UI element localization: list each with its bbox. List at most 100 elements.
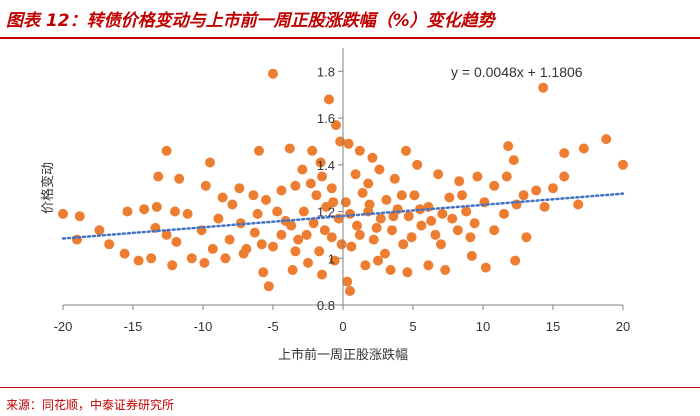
data-point-144 (213, 213, 224, 224)
data-point-19 (153, 171, 164, 182)
data-point-24 (122, 206, 133, 217)
data-point-12 (401, 145, 411, 156)
data-point-135 (388, 211, 399, 222)
data-point-75 (329, 255, 340, 266)
data-point-21 (58, 208, 68, 219)
data-point-3 (331, 120, 341, 131)
data-point-18 (205, 157, 215, 168)
data-point-29 (200, 180, 211, 191)
data-point-16 (601, 134, 612, 145)
data-point-129 (336, 239, 347, 250)
data-point-78 (360, 260, 371, 271)
x-tick-label: 5 (409, 319, 416, 334)
data-point-155 (367, 152, 378, 163)
data-point-125 (301, 229, 312, 240)
data-point-71 (263, 281, 274, 292)
data-point-28 (182, 208, 193, 219)
data-point-54 (573, 199, 584, 210)
data-point-49 (508, 155, 519, 166)
data-point-0 (268, 68, 278, 79)
data-point-81 (402, 267, 413, 278)
y-tick-label: 1.2 (317, 205, 335, 220)
y-ticks: 0.8 1 1.2 1.4 1.6 1.8 (317, 64, 343, 313)
data-point-154 (297, 164, 308, 175)
data-point-130 (345, 208, 355, 219)
data-point-74 (317, 269, 327, 280)
data-point-73 (303, 257, 313, 268)
x-tick-label: -10 (194, 319, 213, 334)
data-point-30 (217, 192, 228, 203)
data-point-23 (94, 225, 105, 236)
data-point-86 (510, 255, 521, 266)
data-point-105 (387, 225, 397, 236)
data-point-41 (374, 164, 385, 175)
data-point-99 (352, 220, 362, 231)
data-point-67 (146, 253, 157, 264)
data-point-98 (346, 241, 357, 252)
data-point-123 (280, 215, 291, 226)
data-point-153 (539, 201, 550, 212)
data-point-22 (74, 211, 85, 222)
data-point-40 (363, 178, 374, 189)
data-point-122 (272, 206, 283, 217)
data-point-116 (461, 206, 472, 217)
x-axis-title: 上市前一周正股涨跌幅 (278, 347, 408, 363)
data-point-72 (287, 265, 298, 275)
data-point-117 (469, 218, 480, 229)
data-point-26 (151, 201, 162, 212)
data-point-94 (321, 201, 332, 212)
data-point-112 (430, 229, 441, 240)
footer-rule (0, 387, 700, 388)
data-point-79 (373, 255, 383, 266)
data-point-145 (227, 199, 238, 210)
data-point-77 (345, 286, 355, 296)
data-point-70 (258, 267, 269, 278)
data-point-83 (440, 265, 451, 275)
data-point-93 (314, 246, 325, 257)
x-tick-label: -20 (54, 319, 73, 334)
x-tick-label: -5 (267, 319, 279, 334)
data-point-140 (436, 239, 446, 250)
data-point-15 (578, 143, 589, 154)
data-point-2 (324, 94, 334, 105)
y-tick-label: 1.6 (317, 111, 335, 126)
data-point-52 (548, 183, 558, 194)
data-point-61 (207, 243, 218, 254)
data-point-34 (276, 185, 287, 196)
data-point-97 (340, 197, 351, 208)
data-point-149 (199, 257, 210, 268)
data-point-148 (171, 236, 182, 247)
data-point-31 (234, 183, 245, 194)
x-tick-label: 0 (339, 319, 346, 334)
data-point-36 (305, 178, 316, 189)
data-point-150 (220, 253, 231, 264)
data-point-115 (452, 225, 463, 236)
data-point-11 (354, 145, 365, 156)
data-point-44 (433, 169, 444, 180)
data-point-38 (326, 183, 337, 194)
data-point-92 (308, 218, 319, 229)
data-point-53 (559, 171, 570, 182)
title-rule (0, 37, 700, 39)
x-tick-label: 20 (616, 319, 630, 334)
x-tick-label: -15 (124, 319, 143, 334)
data-point-27 (170, 206, 180, 217)
data-point-126 (311, 190, 322, 201)
data-point-120 (499, 208, 509, 219)
data-point-5 (343, 138, 354, 149)
data-point-134 (380, 248, 390, 259)
data-point-95 (326, 232, 337, 243)
data-point-88 (276, 229, 287, 240)
data-point-42 (389, 173, 400, 184)
data-point-10 (315, 157, 326, 168)
data-point-82 (423, 260, 434, 271)
data-point-7 (254, 145, 264, 156)
data-point-137 (406, 232, 417, 243)
data-point-104 (381, 194, 392, 205)
data-point-108 (403, 211, 414, 222)
data-point-46 (472, 171, 483, 182)
data-point-47 (489, 180, 500, 191)
data-point-39 (350, 169, 361, 180)
data-point-110 (416, 220, 427, 231)
data-point-127 (319, 225, 330, 236)
